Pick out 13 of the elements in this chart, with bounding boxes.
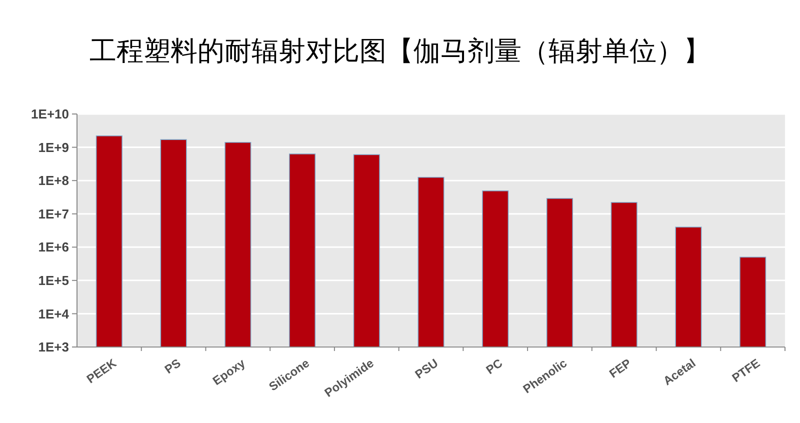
y-tick-label: 1E+8 bbox=[38, 173, 69, 188]
y-tick-label: 1E+10 bbox=[31, 106, 69, 122]
x-tick-label: PSU bbox=[412, 356, 441, 382]
chart-title: 工程塑料的耐辐射对比图【伽马剂量（辐射单位）】 bbox=[90, 36, 710, 67]
y-tick-label: 1E+7 bbox=[38, 206, 69, 222]
x-tick-label: PC bbox=[483, 356, 506, 378]
y-tick-label: 1E+5 bbox=[38, 272, 69, 288]
y-tick-label: 1E+9 bbox=[38, 140, 69, 155]
y-tick-label: 1E+6 bbox=[38, 240, 69, 255]
y-tick-label: 1E+4 bbox=[38, 306, 70, 322]
y-tick-label: 1E+3 bbox=[38, 340, 69, 355]
x-tick-label: PS bbox=[162, 356, 184, 377]
x-tick-label: FEP bbox=[606, 356, 634, 381]
